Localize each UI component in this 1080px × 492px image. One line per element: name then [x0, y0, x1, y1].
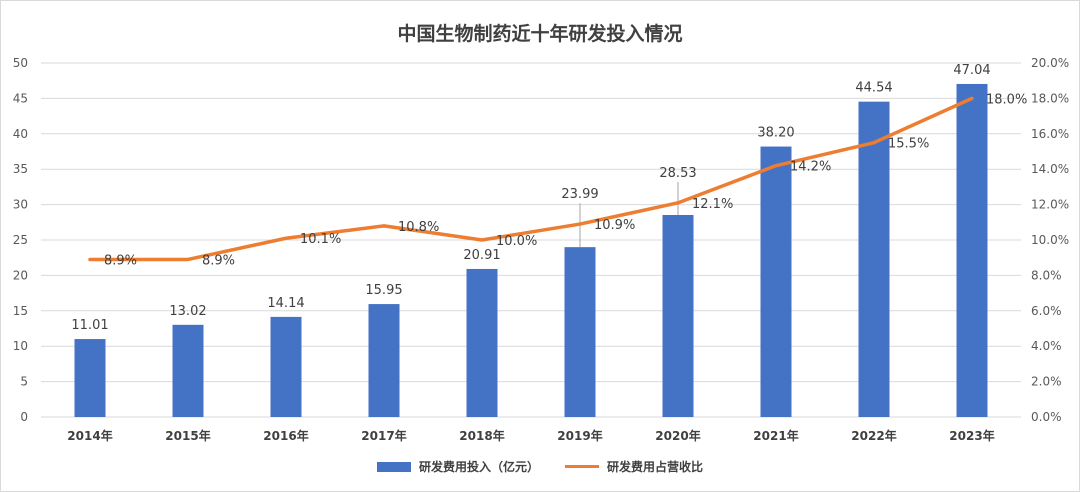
bar-value-label: 13.02 [169, 304, 206, 319]
chart-title: 中国生物制药近十年研发投入情况 [397, 23, 683, 45]
bar [74, 339, 106, 417]
bar [858, 101, 890, 417]
y2-tick-label: 4.0% [1031, 339, 1062, 353]
line-point [186, 257, 190, 261]
line-point [382, 224, 386, 228]
legend-swatch-bar [376, 461, 411, 472]
y-tick-label: 20 [13, 268, 28, 282]
x-tick-label: 2020年 [655, 428, 700, 443]
line-point [578, 222, 582, 226]
bar-value-label: 38.20 [757, 126, 794, 141]
line-value-label: 18.0% [986, 92, 1027, 107]
bar [270, 316, 302, 417]
y-tick-label: 30 [13, 198, 28, 212]
y2-tick-label: 18.0% [1031, 91, 1069, 105]
bar [466, 268, 498, 417]
chart-plot: 11.01 13.02 14.14 15.95 20.91 23.99 28.53 38.20… [13, 56, 1069, 443]
y-tick-label: 5 [20, 375, 28, 389]
y2-tick-label: 6.0% [1031, 304, 1062, 318]
legend-label-bar: 研发费用投入（亿元） [418, 460, 539, 474]
line-value-label: 10.1% [300, 232, 341, 247]
y-tick-label: 25 [13, 233, 28, 247]
y-tick-label: 15 [13, 304, 28, 318]
bar-value-label: 44.54 [855, 81, 892, 96]
bar [368, 304, 400, 417]
bar-value-label: 15.95 [365, 283, 402, 298]
line-value-label: 14.2% [790, 160, 831, 175]
bar-value-label: 47.04 [953, 63, 990, 78]
legend-item-bar[interactable]: 研发费用投入（亿元） [376, 458, 539, 475]
line-point [774, 164, 778, 168]
line-value-label: 10.0% [496, 234, 537, 249]
y2-tick-label: 8.0% [1031, 268, 1062, 282]
x-tick-label: 2019年 [557, 428, 602, 443]
y2-tick-label: 14.0% [1031, 162, 1069, 176]
bar [662, 215, 694, 417]
line-value-label: 15.5% [888, 137, 929, 152]
line-value-label: 8.9% [202, 253, 235, 268]
line-point [284, 236, 288, 240]
line-value-label: 10.8% [398, 220, 439, 235]
bar-value-label: 28.53 [659, 166, 696, 181]
y2-tick-label: 12.0% [1031, 198, 1069, 212]
y2-tick-label: 2.0% [1031, 375, 1062, 389]
y-tick-label: 10 [13, 339, 28, 353]
bar-value-label: 14.14 [267, 296, 304, 311]
legend-label-line: 研发费用占营收比 [607, 460, 704, 474]
y-tick-label: 50 [13, 56, 28, 70]
bar-value-label: 20.91 [463, 248, 500, 263]
x-tick-label: 2017年 [361, 428, 406, 443]
x-tick-label: 2016年 [263, 428, 308, 443]
line-point [676, 201, 680, 205]
y-tick-label: 35 [13, 162, 28, 176]
axis-labels: 0 0.0% 5 2.0% 10 4.0% 15 6.0% 20 8.0% 25 10.0% 30 12.… [13, 56, 1069, 443]
data-labels: 11.01 13.02 14.14 15.95 20.91 23.99 28.53 38.20… [71, 63, 1027, 333]
gridlines [41, 62, 1021, 418]
bar [564, 247, 596, 417]
line-series [88, 96, 974, 262]
x-tick-label: 2015年 [165, 428, 210, 443]
line-value-label: 12.1% [692, 197, 733, 212]
bar-value-label: 11.01 [71, 318, 108, 333]
x-tick-label: 2023年 [949, 428, 994, 443]
line-series-path [88, 96, 974, 262]
y2-tick-label: 0.0% [1031, 410, 1062, 424]
y2-tick-label: 10.0% [1031, 233, 1069, 247]
x-tick-label: 2018年 [459, 428, 504, 443]
bar [760, 146, 792, 417]
x-tick-label: 2021年 [753, 428, 798, 443]
legend: 研发费用投入（亿元） 研发费用占营收比 [1, 458, 1079, 475]
line-value-label: 10.9% [594, 218, 635, 233]
bar-value-label: 23.99 [561, 187, 598, 202]
x-tick-label: 2014年 [67, 428, 112, 443]
legend-swatch-line [565, 465, 599, 468]
line-point [872, 141, 876, 145]
legend-item-line[interactable]: 研发费用占营收比 [565, 458, 703, 475]
line-point [480, 238, 484, 242]
line-value-label: 8.9% [104, 253, 137, 268]
bar-series [74, 83, 988, 418]
bar [172, 324, 204, 417]
y-tick-label: 0 [20, 410, 28, 424]
y-tick-label: 45 [13, 91, 28, 105]
x-tick-label: 2022年 [851, 428, 896, 443]
y2-tick-label: 20.0% [1031, 56, 1069, 70]
line-point [88, 257, 92, 261]
y2-tick-label: 16.0% [1031, 127, 1069, 141]
line-point [970, 96, 974, 100]
bar [956, 83, 988, 418]
y-tick-label: 40 [13, 127, 28, 141]
